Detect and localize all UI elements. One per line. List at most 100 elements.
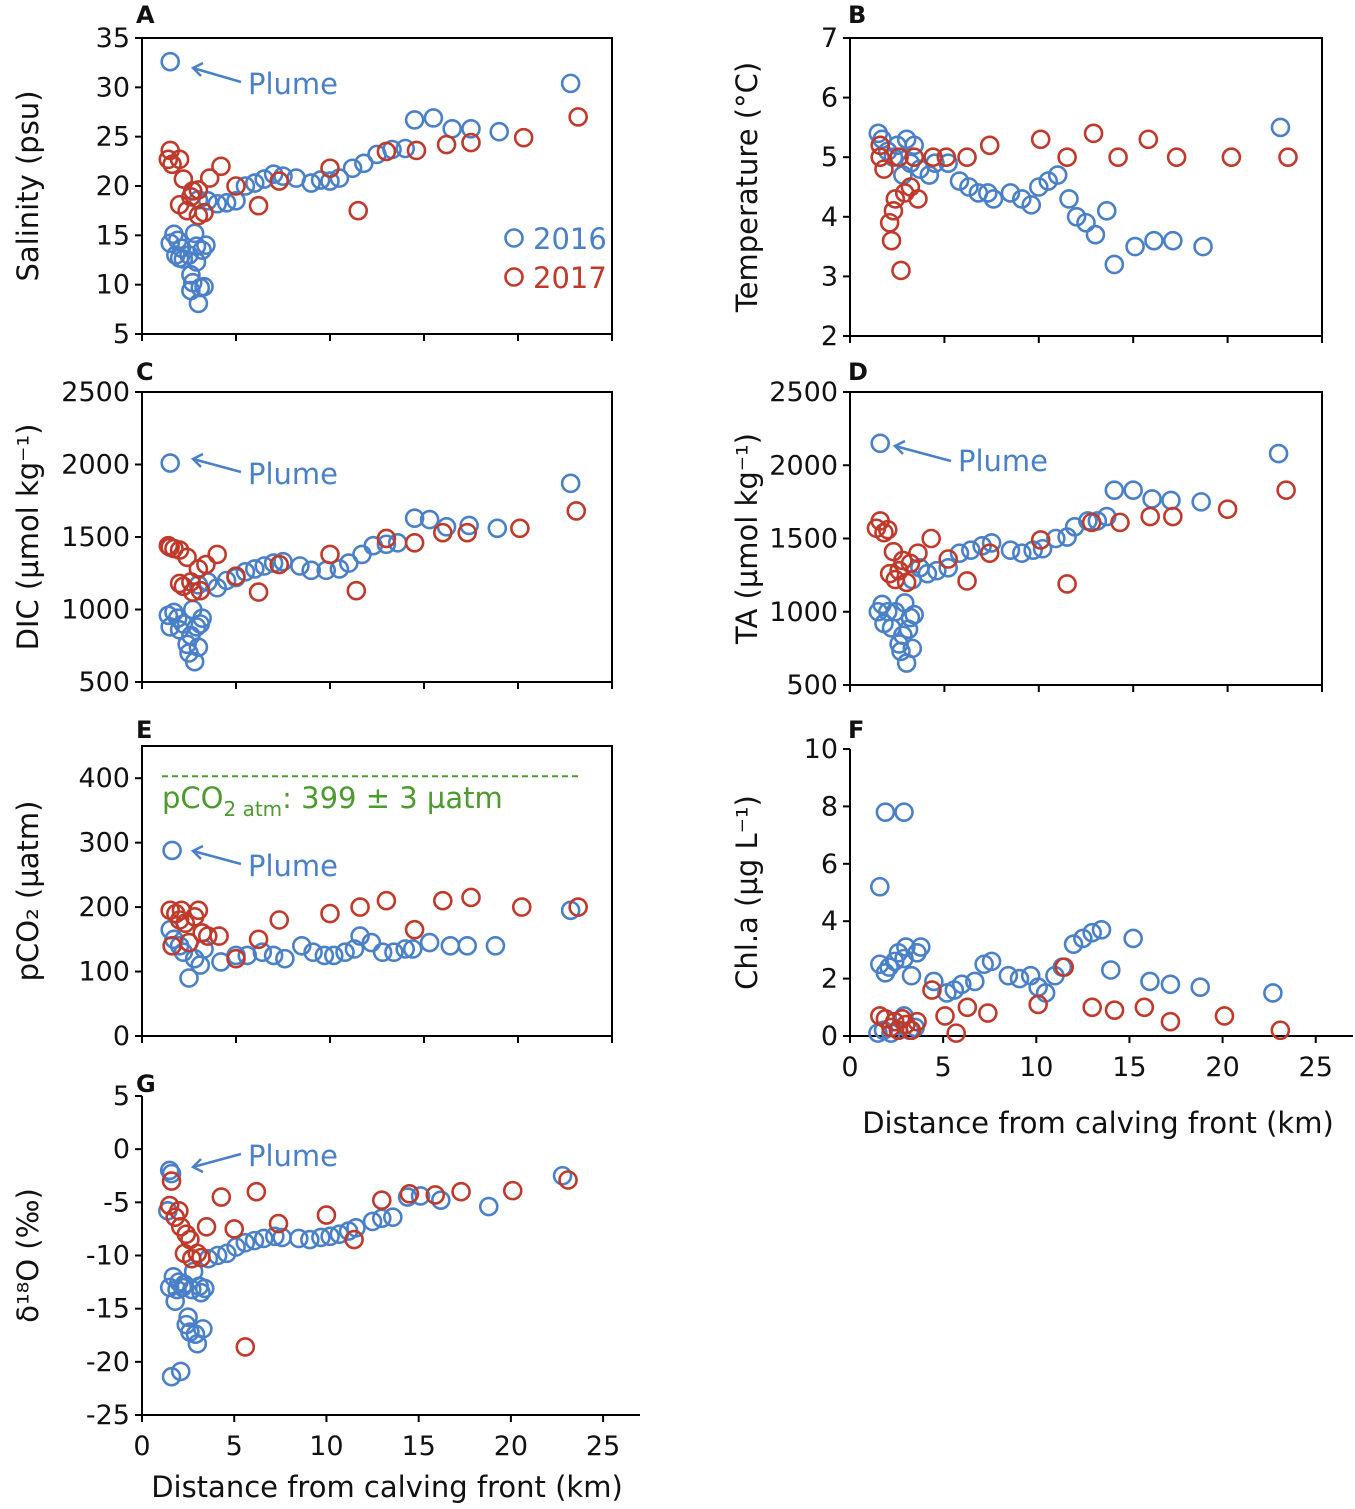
point-2017 [874, 159, 894, 179]
point-2016 [160, 51, 180, 72]
y-tick-label: -5 [103, 1187, 130, 1218]
point-2016 [410, 1186, 431, 1206]
point-2017 [158, 149, 179, 170]
point-2017 [1054, 957, 1075, 977]
point-2017 [346, 580, 367, 601]
point-2016 [160, 453, 180, 473]
point-2017 [896, 1014, 916, 1035]
point-2016 [879, 957, 899, 977]
point-2016 [167, 608, 188, 629]
y-tick-label: -10 [86, 1241, 130, 1272]
point-2017 [896, 572, 917, 593]
point-2016 [342, 158, 363, 179]
point-2016 [924, 971, 944, 992]
y-tick-label: 1000 [769, 597, 838, 628]
point-2016 [346, 1218, 366, 1238]
legend-label-2017: 2017 [533, 261, 607, 295]
point-2017 [957, 997, 978, 1018]
y-tick-label: 2000 [769, 450, 838, 481]
plume-arrow-icon [190, 844, 242, 866]
y-tick-label: 1000 [61, 595, 130, 626]
point-2017 [1138, 129, 1159, 150]
x-axis-label-F: Distance from calving front (km) [862, 1106, 1334, 1140]
point-2017 [344, 1229, 364, 1250]
y-axis-label: δ¹⁸O (‰) [11, 1188, 45, 1323]
point-2016 [254, 556, 275, 576]
x-tick-label: 25 [1299, 1052, 1333, 1083]
x-tick-label: 5 [226, 1431, 243, 1462]
plot-C: 500 1000 1500 2000 2500 DIC (µmol kg⁻¹) [11, 377, 613, 698]
point-2016 [910, 937, 931, 957]
point-2016 [917, 563, 938, 584]
legend-marker-2016 [504, 228, 524, 248]
point-2017 [1108, 147, 1128, 167]
x-tick-label: 10 [1019, 1052, 1053, 1083]
point-2017 [558, 1170, 578, 1190]
point-2016 [978, 183, 998, 203]
point-2017 [226, 948, 246, 969]
panel-C: C 500 1000 1500 2000 2500 DIC (µmol kg⁻¹) [11, 358, 613, 698]
point-2017 [235, 1337, 256, 1357]
point-2016 [1096, 201, 1117, 221]
point-2016 [1125, 236, 1145, 257]
point-2017 [320, 158, 340, 179]
plume-arrow-icon [190, 1152, 242, 1174]
point-2016 [489, 121, 510, 142]
point-2017 [908, 189, 928, 209]
point-2016 [310, 170, 331, 190]
x-tick-label: 5 [935, 1052, 952, 1083]
point-2016 [875, 802, 896, 822]
panel-E: E 0 100 200 300 400 pCO₂ (µatm) [11, 716, 613, 1052]
point-2016 [184, 223, 205, 244]
point-2016 [1076, 212, 1096, 233]
point-2016 [904, 604, 924, 625]
plot-E: 0 100 200 300 400 pCO₂ (µatm) [11, 745, 613, 1052]
panel-F: F 0 2 4 6 8 10 0 5 10 15 20 25 Chl.a (µg L⁻¹) [730, 716, 1353, 1083]
point-2017 [1057, 574, 1077, 594]
y-tick-label: 2 [821, 321, 838, 352]
y-tick-label: -25 [86, 1400, 130, 1431]
point-2016 [264, 1226, 285, 1247]
point-2017 [248, 582, 269, 602]
point-2016 [186, 252, 207, 272]
point-2017 [188, 180, 209, 200]
point-2017 [320, 544, 340, 565]
point-2016 [354, 153, 374, 174]
point-2016 [216, 570, 237, 591]
point-2016 [1091, 920, 1112, 940]
point-2016 [235, 176, 256, 196]
legend-marker-2017 [504, 267, 524, 287]
point-2017 [1278, 147, 1298, 167]
y-tick-label: -20 [86, 1347, 130, 1378]
y-tick-label: 10 [804, 734, 838, 765]
point-2016 [361, 932, 382, 953]
point-2016 [194, 1278, 215, 1299]
point-2016 [1104, 480, 1125, 500]
point-2017 [191, 1247, 211, 1268]
point-2016 [1021, 195, 1042, 215]
plume-annotation-D: Plume [892, 439, 1048, 478]
point-2016 [900, 607, 921, 628]
point-2016 [192, 608, 212, 629]
point-2016 [320, 1226, 340, 1247]
point-2017 [188, 900, 209, 921]
y-tick-label: 5 [113, 1081, 130, 1112]
point-2016 [1161, 490, 1181, 511]
point-2017 [921, 528, 941, 549]
point-2016 [254, 169, 275, 189]
point-2016 [1263, 983, 1283, 1003]
plot-G: -25 -20 -15 -10 -5 0 5 0 5 10 15 20 25 δ¹⁸O (‰) [11, 1081, 640, 1462]
point-2016 [335, 942, 355, 963]
point-2017 [1083, 123, 1104, 144]
point-2016 [1270, 117, 1291, 138]
point-2016 [404, 508, 425, 528]
y-tick-label: 2 [821, 964, 838, 995]
point-2016 [300, 1229, 320, 1250]
y-tick-label: 3 [821, 261, 838, 292]
point-2017 [169, 573, 190, 594]
point-2016 [395, 138, 416, 159]
panel-letter-A: A [136, 1, 155, 29]
point-2016 [372, 942, 393, 963]
point-2016 [1142, 489, 1162, 509]
